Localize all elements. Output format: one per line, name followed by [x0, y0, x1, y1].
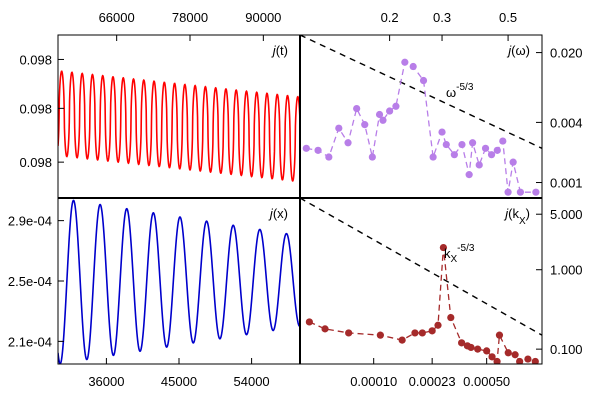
x-top-tick-label: 0.5 — [499, 10, 517, 25]
y-tick-label: 0.004 — [550, 115, 583, 130]
panel-title-jt: j(t) — [271, 43, 288, 58]
y-tick-label: 0.098 — [19, 155, 52, 170]
data-point — [429, 153, 437, 161]
data-point — [495, 331, 504, 339]
data-point — [386, 107, 394, 115]
data-point — [314, 146, 322, 154]
y-tick-label: 0.020 — [550, 46, 583, 61]
data-point — [302, 144, 310, 152]
reference-label-jw: ω-5/3 — [446, 82, 474, 100]
panel-title-jk: j(kX) — [503, 206, 530, 227]
plot-area-jw — [300, 35, 542, 196]
data-point — [411, 329, 419, 337]
data-point — [428, 327, 436, 335]
x-top-tick-label: 78000 — [172, 10, 208, 25]
data-point — [344, 139, 352, 147]
data-point — [509, 158, 517, 166]
data-point — [305, 318, 313, 326]
y-tick-label: 0.001 — [550, 176, 583, 191]
data-point — [321, 325, 329, 333]
data-point — [493, 357, 501, 364]
data-point — [398, 336, 406, 344]
panel-title-jw: j(ω) — [506, 43, 530, 58]
data-point — [458, 339, 466, 347]
y-tick-label: 0.098 — [19, 52, 52, 67]
data-point — [361, 121, 369, 129]
y-tick-label: 5.000 — [550, 207, 583, 222]
data-point — [376, 331, 384, 339]
data-point — [335, 124, 343, 132]
data-point — [493, 146, 501, 154]
x-bottom-tick-label: 0.00023 — [409, 374, 456, 389]
data-point — [353, 104, 361, 113]
data-point — [488, 353, 496, 361]
data-point — [532, 188, 540, 196]
y-tick-label: 0.098 — [19, 101, 52, 116]
data-point — [468, 139, 477, 147]
series-line-jx — [58, 199, 300, 364]
y-tick-label: 2.9e-04 — [8, 214, 52, 229]
data-point — [442, 140, 450, 149]
x-bottom-tick-label: 54000 — [234, 374, 270, 389]
data-point — [516, 357, 524, 364]
data-point — [467, 343, 475, 352]
data-point — [419, 76, 428, 85]
data-point — [499, 137, 507, 145]
data-point — [504, 349, 512, 357]
data-point — [483, 347, 491, 355]
panel-title-jx: j(x) — [268, 206, 288, 221]
data-point — [379, 116, 387, 124]
data-point — [524, 355, 532, 363]
reference-line-jw — [300, 35, 542, 149]
data-point — [487, 151, 496, 159]
data-point — [531, 357, 539, 364]
data-point — [438, 128, 446, 136]
data-point — [511, 351, 519, 359]
reference-line-jk — [300, 198, 542, 336]
reference-label-jk: kX-5/3 — [444, 243, 475, 265]
data-point — [447, 313, 455, 322]
x-top-tick-label: 90000 — [245, 10, 281, 25]
y-tick-label: 1.000 — [550, 263, 583, 278]
series-line-jk — [309, 247, 536, 363]
data-point — [475, 161, 483, 169]
y-tick-label: 2.1e-04 — [8, 334, 52, 349]
data-point — [375, 110, 384, 119]
x-top-tick-label: 0.3 — [433, 10, 451, 25]
x-top-tick-label: 0.2 — [381, 10, 399, 25]
x-bottom-tick-label: 45000 — [161, 374, 197, 389]
y-tick-label: 0.100 — [550, 342, 583, 357]
data-point — [401, 58, 409, 66]
x-bottom-tick-label: 36000 — [88, 374, 124, 389]
panel-j-x: j(x) 2.9e-04 2.5e-04 2.1e-04 36000 45000 54000 — [8, 199, 300, 389]
panel-j-omega: j(ω) 0.020 0.004 0.001 0.2 0.3 0.5 ω-5/3 — [300, 10, 583, 196]
panel-j-t: j(t) 0.098 0.098 0.098 66000 78000 90000 — [19, 10, 300, 183]
data-point — [450, 151, 458, 159]
x-bottom-tick-label: 0.00010 — [350, 374, 397, 389]
data-point — [409, 62, 417, 71]
y-tick-label: 2.5e-04 — [8, 274, 52, 289]
data-point — [458, 140, 466, 149]
x-top-tick-label: 66000 — [99, 10, 135, 25]
data-point — [325, 153, 333, 161]
data-point — [465, 171, 473, 179]
data-point — [439, 243, 448, 252]
data-point — [392, 102, 400, 110]
data-point — [368, 153, 376, 161]
series-line-jt — [58, 70, 300, 183]
plot-area-jt — [58, 70, 300, 183]
x-bottom-tick-label: 0.00050 — [463, 374, 510, 389]
data-point — [345, 329, 353, 337]
plot-area-jx — [58, 199, 300, 364]
data-point — [434, 321, 442, 329]
data-point — [481, 144, 490, 152]
data-point — [504, 188, 512, 196]
data-point — [516, 188, 525, 196]
data-point — [474, 345, 482, 353]
plot-area-jk — [300, 198, 542, 364]
panel-j-kx: j(kX) 5.000 1.000 0.100 0.00010 0.00023 0.0005… — [300, 198, 583, 389]
data-point — [418, 329, 426, 337]
